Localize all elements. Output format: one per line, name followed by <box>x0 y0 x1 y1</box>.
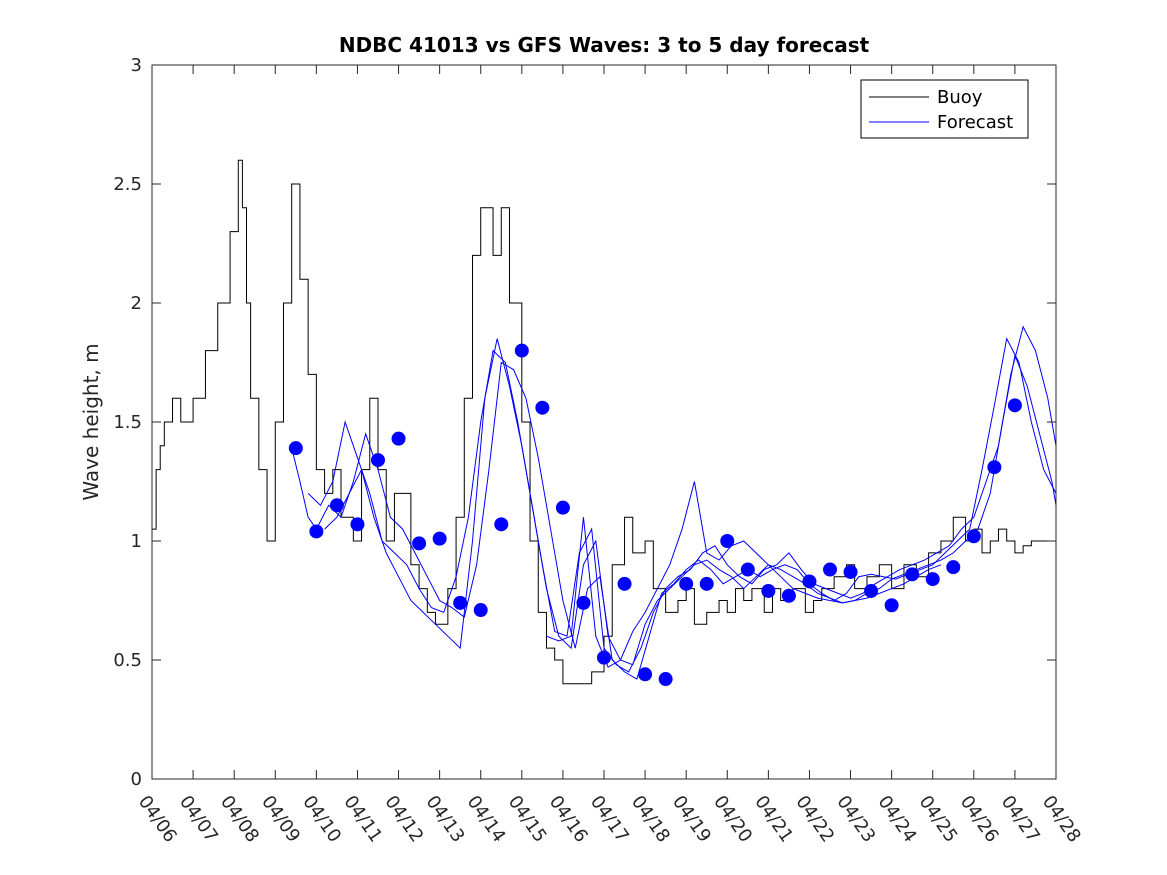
y-axis-label: Wave height, m <box>79 343 103 500</box>
forecast-marker <box>699 576 714 591</box>
y-tick-label: 3 <box>131 55 142 76</box>
chart-title: NDBC 41013 vs GFS Waves: 3 to 5 day fore… <box>339 33 870 57</box>
forecast-marker <box>884 598 899 613</box>
forecast-marker <box>658 672 673 687</box>
forecast-marker <box>350 517 365 532</box>
forecast-line <box>324 338 1057 666</box>
forecast-line <box>307 325 1057 673</box>
forecast-marker <box>597 650 611 665</box>
forecast-marker <box>576 595 591 610</box>
forecast-marker <box>309 524 324 539</box>
legend-box <box>860 79 1029 139</box>
forecast-marker <box>371 453 385 468</box>
forecast-marker <box>555 500 570 515</box>
forecast-marker <box>412 536 427 551</box>
forecast-marker <box>535 400 550 415</box>
forecast-marker <box>864 583 879 598</box>
forecast-marker <box>391 431 406 446</box>
y-tick-label: 2.5 <box>113 174 142 195</box>
y-tick-label: 1 <box>131 531 142 552</box>
forecast-marker <box>638 667 653 682</box>
forecast-marker <box>823 562 837 577</box>
y-tick-label: 0.5 <box>113 650 142 671</box>
legend: Buoy Forecast <box>860 79 1029 139</box>
forecast-marker <box>617 576 632 591</box>
y-tick-label: 0 <box>131 769 142 790</box>
forecast-marker <box>720 534 735 548</box>
forecast-line <box>291 337 1057 680</box>
forecast-marker <box>473 603 488 618</box>
forecast-marker <box>514 343 529 358</box>
forecast-marker <box>966 529 981 544</box>
forecast-marker <box>925 572 940 587</box>
forecast-marker <box>494 517 509 532</box>
forecast-marker <box>946 560 961 575</box>
forecast-marker <box>987 460 1002 475</box>
forecast-marker <box>740 562 755 577</box>
forecast-marker <box>679 576 694 591</box>
forecast-marker <box>781 588 796 603</box>
forecast-marker <box>843 564 858 579</box>
legend-buoy-label: Buoy <box>937 87 983 108</box>
forecast-marker <box>432 531 447 546</box>
legend-forecast-label: Forecast <box>937 112 1013 133</box>
series-layer <box>152 159 1057 687</box>
forecast-marker <box>288 441 303 456</box>
y-tick-label: 2 <box>131 293 142 314</box>
y-tick-label: 1.5 <box>113 412 142 433</box>
forecast-marker <box>905 567 920 582</box>
forecast-marker <box>802 574 817 589</box>
forecast-marker <box>1007 398 1022 413</box>
buoy-line <box>152 159 1056 685</box>
forecast-marker <box>453 595 468 610</box>
forecast-marker <box>329 498 344 513</box>
forecast-marker <box>761 583 776 598</box>
